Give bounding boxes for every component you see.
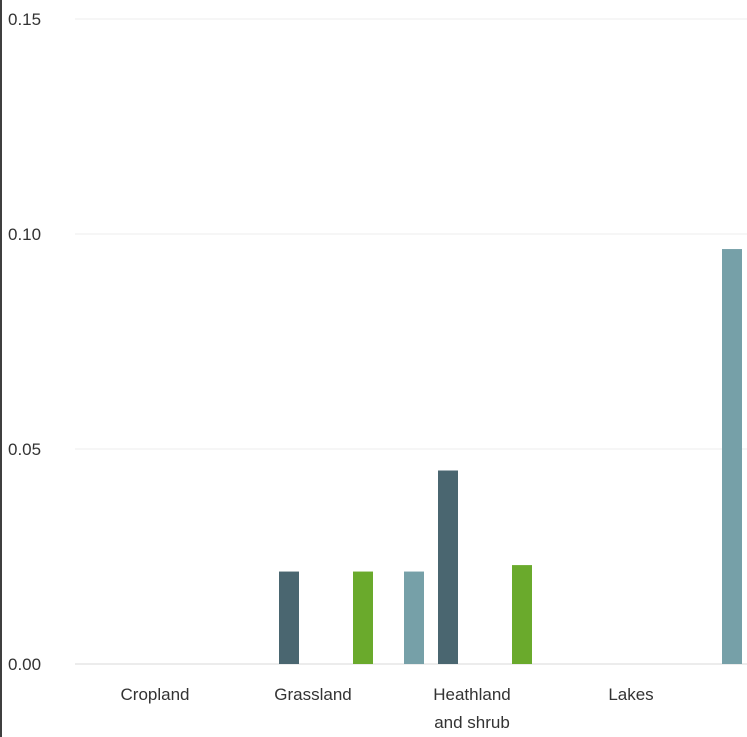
- gridlines: [75, 18, 747, 665]
- category-labels: Cropland Grassland Heathland and shrub Lakes…: [121, 685, 654, 732]
- bar-series-1-cat-5: [722, 249, 742, 665]
- y-tick-label: 0.15: [8, 10, 41, 29]
- bar-series-1-cat-3: [404, 571, 424, 664]
- bar-series-2-cat-2: [279, 571, 299, 664]
- bar-series-2-cat-3: [438, 470, 458, 664]
- bar-series-3-cat-3: [512, 565, 532, 664]
- category-label: Grassland: [274, 685, 351, 704]
- category-label: Lakes: [608, 685, 653, 704]
- y-tick-label: 0.05: [8, 440, 41, 459]
- category-label: Cropland: [121, 685, 190, 704]
- left-border: [0, 0, 2, 737]
- bars: [279, 249, 742, 665]
- category-label: and shrub: [434, 713, 510, 732]
- y-tick-label: 0.10: [8, 225, 41, 244]
- y-tick-label: 0.00: [8, 655, 41, 674]
- bar-series-3-cat-2: [353, 571, 373, 664]
- y-tick-labels: 0.00 0.05 0.10 0.15: [8, 10, 41, 674]
- category-label: Heathland: [433, 685, 511, 704]
